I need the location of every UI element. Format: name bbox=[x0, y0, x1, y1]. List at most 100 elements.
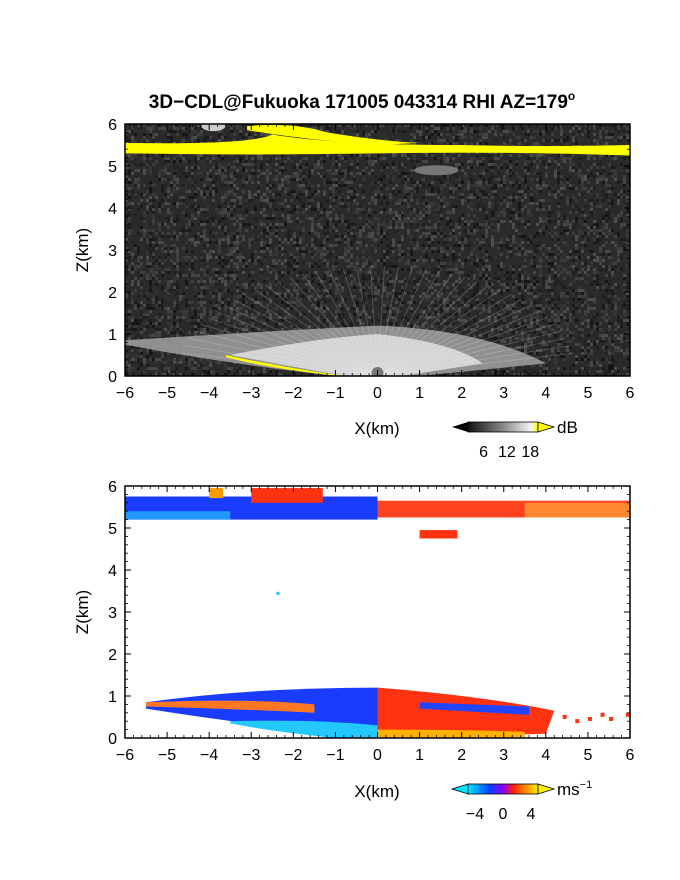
noise-pixel bbox=[146, 127, 149, 130]
noise-pixel bbox=[470, 208, 473, 211]
noise-pixel bbox=[299, 181, 302, 184]
noise-pixel bbox=[389, 184, 392, 187]
noise-pixel bbox=[587, 205, 590, 208]
noise-pixel bbox=[617, 250, 620, 253]
noise-pixel bbox=[200, 157, 203, 160]
noise-pixel bbox=[428, 142, 431, 145]
noise-pixel bbox=[176, 268, 179, 271]
noise-pixel bbox=[383, 202, 386, 205]
noise-pixel bbox=[185, 157, 188, 160]
noise-pixel bbox=[353, 211, 356, 214]
noise-pixel bbox=[164, 175, 167, 178]
noise-pixel bbox=[476, 229, 479, 232]
noise-pixel bbox=[422, 244, 425, 247]
noise-pixel bbox=[575, 235, 578, 238]
noise-pixel bbox=[566, 229, 569, 232]
noise-pixel bbox=[362, 274, 365, 277]
noise-pixel bbox=[344, 223, 347, 226]
noise-pixel bbox=[254, 253, 257, 256]
noise-pixel bbox=[347, 178, 350, 181]
noise-pixel bbox=[353, 214, 356, 217]
noise-pixel bbox=[347, 250, 350, 253]
noise-pixel bbox=[455, 133, 458, 136]
noise-pixel bbox=[317, 277, 320, 280]
noise-pixel bbox=[566, 142, 569, 145]
noise-pixel bbox=[128, 157, 131, 160]
noise-pixel bbox=[296, 175, 299, 178]
noise-pixel bbox=[626, 193, 629, 196]
noise-pixel bbox=[584, 205, 587, 208]
noise-pixel bbox=[371, 244, 374, 247]
noise-pixel bbox=[251, 211, 254, 214]
noise-pixel bbox=[218, 172, 221, 175]
noise-pixel bbox=[440, 133, 443, 136]
noise-pixel bbox=[527, 232, 530, 235]
noise-pixel bbox=[560, 127, 563, 130]
noise-pixel bbox=[149, 181, 152, 184]
noise-pixel bbox=[332, 223, 335, 226]
noise-pixel bbox=[428, 256, 431, 259]
noise-pixel bbox=[140, 283, 143, 286]
noise-pixel bbox=[317, 175, 320, 178]
noise-pixel bbox=[389, 262, 392, 265]
noise-pixel bbox=[344, 274, 347, 277]
noise-pixel bbox=[524, 133, 527, 136]
noise-pixel bbox=[209, 157, 212, 160]
noise-pixel bbox=[509, 130, 512, 133]
noise-pixel bbox=[434, 232, 437, 235]
noise-pixel bbox=[326, 226, 329, 229]
noise-pixel bbox=[617, 232, 620, 235]
noise-pixel bbox=[476, 136, 479, 139]
noise-pixel bbox=[530, 130, 533, 133]
noise-pixel bbox=[485, 154, 488, 157]
noise-pixel bbox=[587, 244, 590, 247]
noise-pixel bbox=[605, 232, 608, 235]
noise-pixel bbox=[437, 211, 440, 214]
noise-pixel bbox=[224, 238, 227, 241]
noise-pixel bbox=[302, 226, 305, 229]
noise-pixel bbox=[149, 223, 152, 226]
noise-pixel bbox=[431, 133, 434, 136]
noise-pixel bbox=[131, 256, 134, 259]
noise-pixel bbox=[164, 262, 167, 265]
noise-pixel bbox=[374, 220, 377, 223]
noise-pixel bbox=[431, 175, 434, 178]
noise-pixel bbox=[578, 268, 581, 271]
noise-pixel bbox=[569, 199, 572, 202]
noise-pixel bbox=[527, 175, 530, 178]
noise-pixel bbox=[617, 190, 620, 193]
noise-pixel bbox=[578, 127, 581, 130]
noise-pixel bbox=[608, 160, 611, 163]
noise-pixel bbox=[197, 169, 200, 172]
noise-pixel bbox=[392, 268, 395, 271]
noise-pixel bbox=[194, 190, 197, 193]
noise-pixel bbox=[590, 196, 593, 199]
noise-pixel bbox=[551, 262, 554, 265]
noise-pixel bbox=[152, 160, 155, 163]
noise-pixel bbox=[164, 235, 167, 238]
noise-pixel bbox=[359, 133, 362, 136]
noise-pixel bbox=[176, 127, 179, 130]
noise-pixel bbox=[236, 265, 239, 268]
noise-pixel bbox=[140, 247, 143, 250]
noise-pixel bbox=[614, 175, 617, 178]
noise-pixel bbox=[407, 253, 410, 256]
noise-pixel bbox=[350, 256, 353, 259]
noise-pixel bbox=[578, 280, 581, 283]
noise-pixel bbox=[524, 142, 527, 145]
noise-pixel bbox=[437, 187, 440, 190]
noise-pixel bbox=[170, 193, 173, 196]
noise-pixel bbox=[539, 199, 542, 202]
noise-pixel bbox=[497, 223, 500, 226]
noise-pixel bbox=[260, 271, 263, 274]
noise-pixel bbox=[179, 154, 182, 157]
noise-pixel bbox=[488, 226, 491, 229]
noise-pixel bbox=[410, 202, 413, 205]
noise-pixel bbox=[188, 196, 191, 199]
noise-pixel bbox=[383, 259, 386, 262]
noise-pixel bbox=[149, 169, 152, 172]
noise-pixel bbox=[386, 250, 389, 253]
noise-pixel bbox=[446, 178, 449, 181]
noise-pixel bbox=[281, 220, 284, 223]
noise-pixel bbox=[188, 124, 191, 127]
